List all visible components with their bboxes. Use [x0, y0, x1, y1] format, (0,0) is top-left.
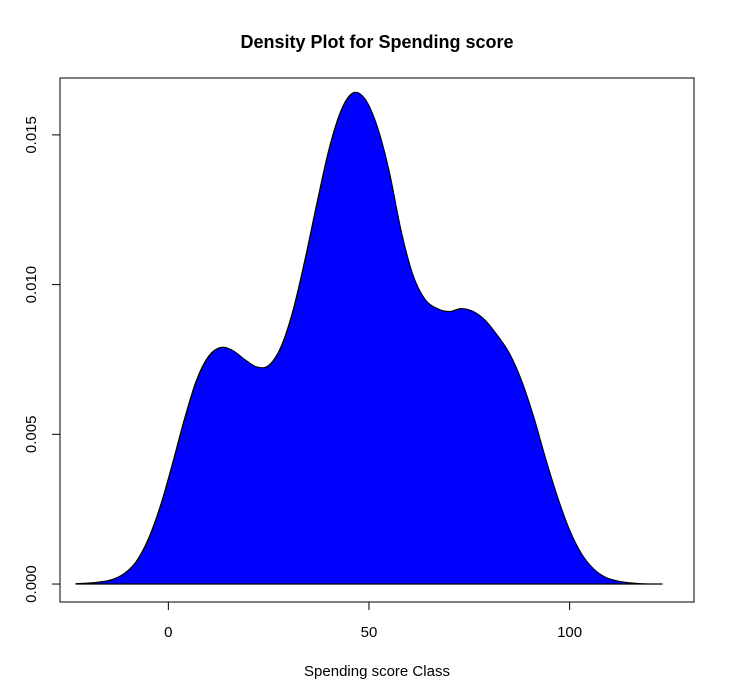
- y-tick-label: 0.005: [23, 416, 40, 454]
- x-axis: 0 50 100: [164, 601, 582, 641]
- y-tick-label: 0.000: [23, 565, 40, 603]
- density-area: [75, 91, 663, 585]
- x-tick-label: 50: [361, 624, 378, 641]
- x-tick-label: 100: [557, 624, 582, 641]
- x-tick-label: 0: [164, 624, 172, 641]
- chart-title: Density Plot for Spending score: [240, 32, 513, 52]
- plot-area: [75, 91, 663, 585]
- y-tick-label: 0.010: [23, 266, 40, 304]
- y-tick-label: 0.015: [23, 116, 40, 154]
- x-axis-label: Spending score Class: [304, 663, 450, 680]
- y-axis: 0.000 0.005 0.010 0.015: [23, 116, 61, 603]
